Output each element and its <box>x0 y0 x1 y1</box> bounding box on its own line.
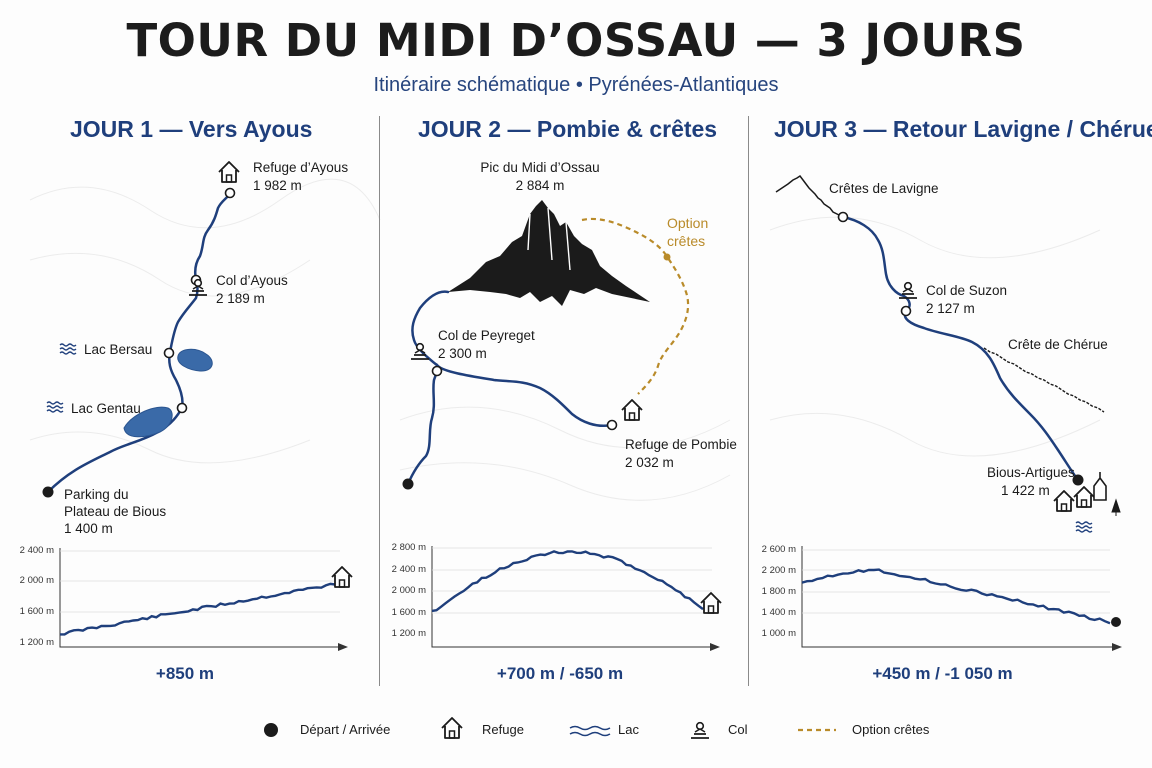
profile-day3 <box>801 546 1122 651</box>
day1-refuge-point <box>224 187 236 199</box>
day1-ytick: 1 600 m <box>19 606 54 617</box>
day2-col-name: Col de Peyreget <box>438 328 535 343</box>
bious-lake-icon <box>1075 521 1093 533</box>
day1-lac-bersau-label: Lac Bersau <box>84 342 153 357</box>
day3-ytick: 1 800 m <box>761 586 796 597</box>
day1-elevation-gain: +850 m <box>155 664 215 683</box>
day2-ytick: 2 000 m <box>391 585 426 596</box>
day1-start-line1: Parking du <box>64 487 129 502</box>
legend-option-label: Option crêtes <box>852 722 930 737</box>
profile-day2-refuge-icon <box>700 592 722 614</box>
divider-1 <box>379 116 380 686</box>
day1-refuge-name: Refuge d’Ayous <box>253 160 349 175</box>
day2-route <box>406 290 614 486</box>
legend-icons <box>264 717 836 739</box>
legend-wave-icon <box>569 725 611 737</box>
day2-peak-altitude: 2 884 m <box>515 178 565 193</box>
day1-start-dot <box>42 486 54 498</box>
day2-option-cretes <box>581 217 690 395</box>
day2-refuge-point <box>606 419 618 431</box>
day1-col-name: Col d’Ayous <box>216 273 288 288</box>
day2-ytick: 1 600 m <box>391 607 426 618</box>
bious-village-icon <box>1053 472 1121 516</box>
day1-ytick: 1 200 m <box>19 637 54 648</box>
day2-peak-name: Pic du Midi d’Ossau <box>480 160 600 175</box>
legend-col-label: Col <box>728 722 748 737</box>
legend-lac-label: Lac <box>618 722 639 737</box>
profile-day2-line <box>431 550 704 613</box>
day2-refuge-altitude: 2 032 m <box>625 455 674 470</box>
topo-texture <box>29 178 1101 501</box>
day2-start-dot <box>402 478 414 490</box>
day3-col-name: Col de Suzon <box>926 283 1008 298</box>
day3-route <box>841 215 1080 482</box>
day3-cherue-label: Crête de Chérue <box>1008 337 1108 352</box>
day3-ytick: 1 400 m <box>761 607 796 618</box>
day3-title: JOUR 3 — Retour Lavigne / Chérue <box>774 116 1152 142</box>
day2-ytick: 1 200 m <box>391 628 426 639</box>
day2-title: JOUR 2 — Pombie & crêtes <box>418 116 718 142</box>
day1-ytick: 2 400 m <box>19 545 54 556</box>
profile-day1-refuge-icon <box>331 566 353 588</box>
profile-day1-line <box>60 582 336 636</box>
day2-option-line2: crêtes <box>667 233 706 249</box>
day1-lac-bersau-icon <box>59 343 77 355</box>
peak-snow-lines <box>527 207 571 271</box>
page-title: TOUR DU MIDI D’OSSAU — 3 JOURS <box>126 14 1026 67</box>
day1-title: JOUR 1 — Vers Ayous <box>70 116 313 142</box>
day1-start-line2: Plateau de Bious <box>64 504 167 519</box>
day2-ytick: 2 800 m <box>391 542 426 553</box>
profile-day1 <box>59 548 353 651</box>
legend-refuge-label: Refuge <box>482 722 524 737</box>
legend-start-label: Départ / Arrivée <box>300 722 391 737</box>
day1-refuge-altitude: 1 982 m <box>253 178 302 193</box>
day1-lac-gentau-label: Lac Gentau <box>71 401 141 416</box>
lake-bersau-shape <box>177 348 213 372</box>
day2-col-altitude: 2 300 m <box>438 346 487 361</box>
profile-day3-end-dot <box>1111 617 1121 627</box>
day3-cretes-point <box>837 211 849 223</box>
day3-end-altitude: 1 422 m <box>1001 483 1050 498</box>
day1-start-altitude: 1 400 m <box>64 521 113 536</box>
page-subtitle: Itinéraire schématique • Pyrénées-Atlant… <box>373 74 779 96</box>
day1-col-altitude: 2 189 m <box>216 291 265 306</box>
day3-col-altitude: 2 127 m <box>926 301 975 316</box>
day3-ytick: 2 200 m <box>761 565 796 576</box>
day3-cretes-label: Crêtes de Lavigne <box>829 181 939 196</box>
day3-col-point <box>900 305 912 317</box>
day2-elevation-gain: +700 m / -650 m <box>496 664 624 683</box>
day3-end-dot <box>1072 474 1084 486</box>
legend-pass-icon <box>690 721 710 739</box>
day2-refuge-name: Refuge de Pombie <box>625 437 737 452</box>
day1-lac-gentau-icon <box>46 401 64 413</box>
day2-ytick: 2 400 m <box>391 564 426 575</box>
day1-refuge-icon <box>218 161 240 183</box>
divider-2 <box>748 116 749 686</box>
day1-lake-bersau-point <box>163 347 175 359</box>
legend-start-dot-icon <box>264 723 278 737</box>
day3-elevation-gain: +450 m / -1 050 m <box>872 664 1013 683</box>
day1-ytick: 2 000 m <box>19 575 54 586</box>
legend-hut-icon <box>441 717 463 739</box>
day3-lavigne-ridge <box>775 174 842 217</box>
profile-day3-line <box>801 568 1111 625</box>
day2-peak-massif <box>448 200 650 306</box>
day1-lake-gentau-point <box>176 402 188 414</box>
day3-cherue-ridge <box>983 347 1105 413</box>
day2-option-point <box>663 253 671 261</box>
day2-col-point <box>431 365 443 377</box>
profile-day2 <box>431 546 722 651</box>
lake-gentau-shape <box>123 406 173 438</box>
day2-option-line1: Option <box>667 215 709 231</box>
day2-refuge-icon <box>621 399 643 421</box>
day3-end-name: Bious-Artigues <box>987 465 1075 480</box>
day3-ytick: 1 000 m <box>761 628 796 639</box>
day3-ytick: 2 600 m <box>761 544 796 555</box>
